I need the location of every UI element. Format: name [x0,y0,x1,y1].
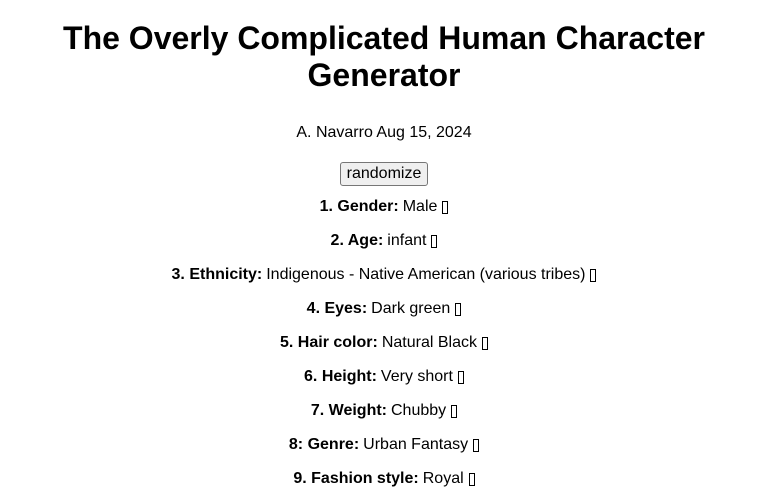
reroll-icon[interactable] [442,200,449,214]
attribute-weight: 7. Weight: Chubby [0,394,768,428]
attribute-value: Male [402,198,438,215]
reroll-icon[interactable] [457,370,464,384]
attribute-label: 2. Age: [330,232,384,249]
attribute-fashion-style: 9. Fashion style: Royal [0,462,768,496]
attribute-value: Dark green [371,300,451,317]
reroll-icon[interactable] [590,268,597,282]
attribute-label: 1. Gender: [319,198,399,215]
attribute-value: infant [387,232,427,249]
attribute-genre: 8: Genre: Urban Fantasy [0,428,768,462]
randomize-button[interactable]: randomize [339,162,429,186]
reroll-icon[interactable] [455,302,462,316]
reroll-icon[interactable] [468,472,475,486]
attribute-value: Royal [422,470,464,487]
attribute-label: 3. Ethnicity: [171,266,263,283]
attribute-label: 9. Fashion style: [293,470,419,487]
page-title: The Overly Complicated Human Character G… [63,20,705,93]
reroll-icon[interactable] [451,404,458,418]
attribute-eyes: 4. Eyes: Dark green [0,292,768,326]
attribute-list: 1. Gender: Male 2. Age: infant 3. Ethnicit… [0,190,768,496]
attribute-value: Natural Black [381,334,477,351]
reroll-icon[interactable] [431,234,438,248]
attribute-gender: 1. Gender: Male [0,190,768,224]
attribute-ethnicity: 3. Ethnicity: Indigenous - Native America… [0,258,768,292]
attribute-height: 6. Height: Very short [0,360,768,394]
attribute-value: Indigenous - Native American (various tr… [266,266,586,283]
attribute-value: Very short [380,368,453,385]
attribute-value: Chubby [391,402,447,419]
attribute-label: 7. Weight: [310,402,387,419]
reroll-icon[interactable] [481,336,488,350]
attribute-label: 4. Eyes: [306,300,368,317]
attribute-label: 6. Height: [304,368,377,385]
attribute-age: 2. Age: infant [0,224,768,258]
reroll-icon[interactable] [473,438,480,452]
attribute-label: 8: Genre: [288,436,360,453]
attribute-hair-color: 5. Hair color: Natural Black [0,326,768,360]
byline: A. Navarro Aug 15, 2024 [296,124,472,141]
attribute-label: 5. Hair color: [280,334,378,351]
attribute-value: Urban Fantasy [363,436,469,453]
